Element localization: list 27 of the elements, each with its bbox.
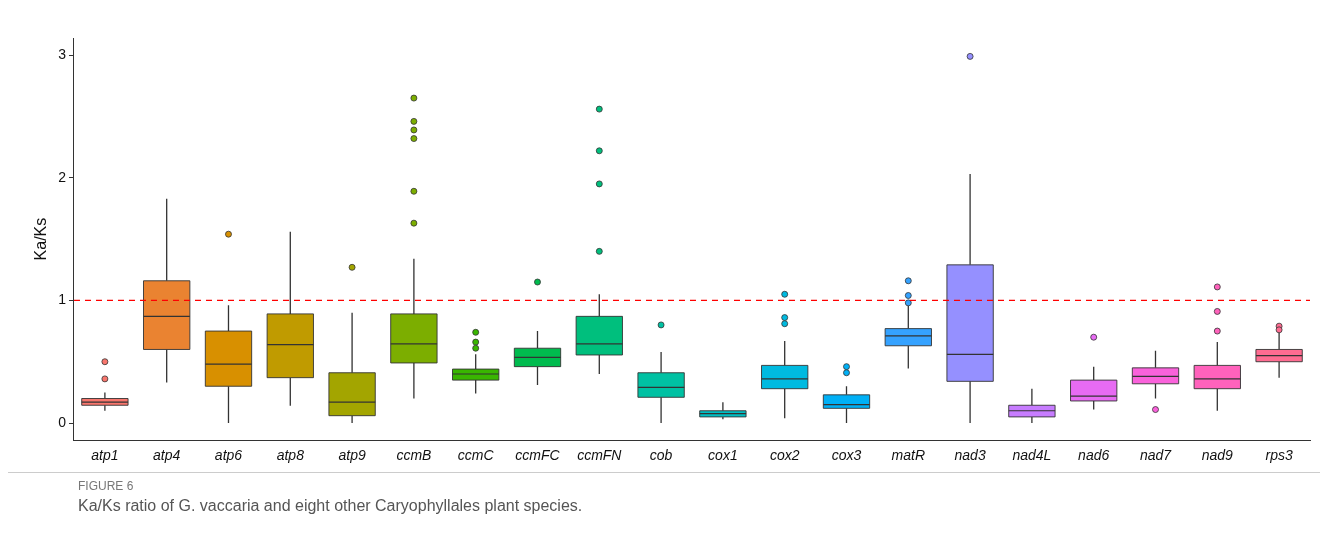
x-tick-label: nad6 (1078, 447, 1110, 464)
x-tick-label: matR (891, 447, 926, 464)
x-tick-label: ccmC (457, 447, 495, 464)
x-tick-label: nad7 (1139, 447, 1173, 464)
x-tick-label: ccmFC (515, 447, 561, 464)
x-tick-label: rps3 (1265, 447, 1293, 464)
x-tick-label: cox2 (769, 447, 800, 464)
x-tick-label: ccmFN (577, 447, 623, 464)
x-tick-label: cob (649, 447, 673, 464)
x-tick-label: ccmB (396, 447, 432, 464)
x-tick-label: atp6 (214, 447, 243, 464)
x-tick-label: atp8 (276, 447, 305, 464)
y-axis-title: Ka/Ks (32, 217, 50, 261)
x-tick-label: nad9 (1201, 447, 1234, 464)
x-tick-label: atp9 (338, 447, 366, 464)
x-tick-label: atp1 (91, 447, 119, 464)
text: Ka/Ks ratio of G. vaccaria and eight other Caryophyllales plant species. (78, 497, 584, 515)
x-tick-label: nad4L (1012, 447, 1052, 464)
y-tick-label: 2 (58, 168, 67, 185)
caption: FIGURE 6 (78, 479, 135, 493)
y-tick-label: 0 (58, 413, 67, 430)
x-tick-label: atp4 (153, 447, 181, 464)
x-tick-label: cox3 (831, 447, 862, 464)
x-tick-label: nad3 (954, 447, 986, 464)
y-tick-label: 1 (58, 291, 67, 308)
y-tick-label: 3 (58, 46, 67, 63)
x-tick-label: cox1 (708, 447, 738, 464)
